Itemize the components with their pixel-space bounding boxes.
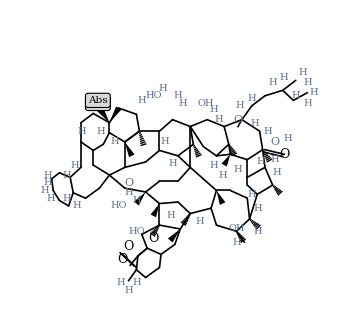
Text: H: H: [247, 93, 256, 102]
Text: H: H: [251, 119, 259, 128]
Text: H: H: [178, 99, 187, 108]
Text: H: H: [234, 165, 242, 174]
Text: H: H: [168, 159, 177, 168]
Polygon shape: [96, 106, 110, 123]
Text: H: H: [97, 127, 105, 136]
Text: H: H: [253, 227, 262, 236]
Text: H: H: [111, 137, 119, 146]
Text: H: H: [43, 178, 52, 187]
Text: HO: HO: [145, 91, 162, 100]
Text: H: H: [218, 171, 227, 179]
Text: H: H: [271, 155, 279, 164]
Text: O: O: [279, 148, 290, 161]
Text: HO: HO: [128, 227, 145, 236]
Text: H: H: [72, 201, 81, 210]
Polygon shape: [168, 229, 180, 243]
Text: H: H: [257, 158, 266, 166]
Text: O: O: [148, 233, 159, 246]
Text: O: O: [270, 137, 280, 147]
Text: H: H: [63, 171, 71, 179]
Polygon shape: [221, 154, 230, 167]
Text: H: H: [280, 73, 288, 82]
Text: H: H: [132, 278, 141, 287]
Text: O: O: [117, 253, 128, 266]
Text: H: H: [209, 161, 218, 170]
Text: O: O: [124, 178, 133, 188]
Text: OH: OH: [197, 99, 214, 108]
Text: H: H: [137, 96, 146, 105]
Text: H: H: [166, 211, 175, 220]
Text: O: O: [124, 240, 134, 253]
Text: H: H: [132, 196, 141, 205]
Text: H: H: [268, 78, 277, 87]
Text: OH: OH: [228, 224, 245, 234]
Text: H: H: [209, 105, 218, 114]
Text: H: H: [253, 204, 262, 213]
Text: H: H: [124, 188, 133, 197]
Text: H: H: [263, 127, 272, 136]
Text: H: H: [232, 238, 241, 247]
Polygon shape: [110, 107, 121, 123]
Text: H: H: [303, 99, 312, 108]
Text: H: H: [174, 91, 182, 100]
Text: H: H: [158, 84, 167, 93]
Text: H: H: [291, 91, 300, 100]
Text: H: H: [272, 168, 281, 177]
Text: H: H: [298, 68, 307, 77]
Text: H: H: [124, 286, 133, 295]
Text: O: O: [233, 115, 242, 125]
Polygon shape: [216, 191, 225, 205]
Text: H: H: [247, 190, 256, 199]
Text: Abs: Abs: [88, 99, 108, 108]
Polygon shape: [134, 192, 146, 206]
Text: H: H: [70, 161, 79, 170]
Text: HO: HO: [110, 201, 127, 210]
Text: H: H: [77, 127, 86, 136]
Text: H: H: [41, 186, 49, 195]
Text: H: H: [284, 134, 292, 143]
Text: H: H: [309, 88, 318, 97]
Text: H: H: [161, 137, 169, 146]
Text: H: H: [63, 194, 71, 203]
Polygon shape: [125, 142, 135, 157]
Text: H: H: [215, 115, 223, 124]
Polygon shape: [151, 204, 160, 217]
Text: H: H: [117, 278, 125, 287]
Text: H: H: [43, 171, 52, 179]
Text: H: H: [235, 101, 244, 110]
Text: H: H: [303, 78, 312, 87]
Text: H: H: [46, 194, 55, 203]
Text: Abs: Abs: [88, 96, 108, 105]
Text: H: H: [195, 217, 204, 226]
